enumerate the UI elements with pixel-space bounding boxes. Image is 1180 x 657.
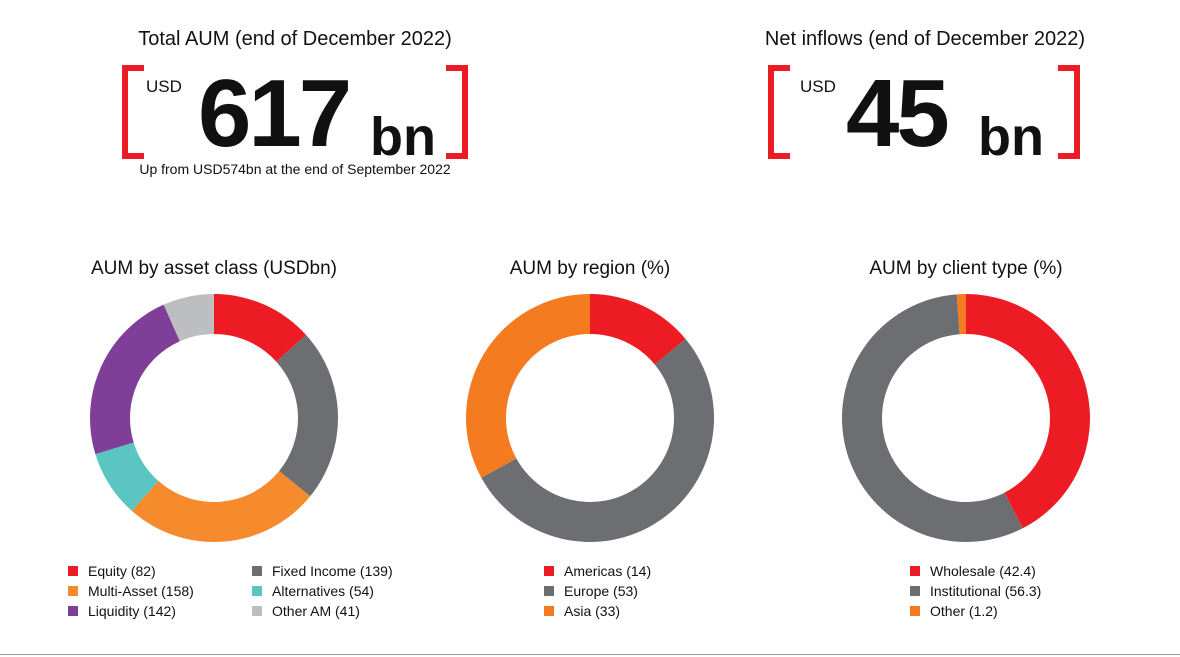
kpi-value: 617	[198, 60, 352, 167]
kpi-unit: bn	[978, 107, 1044, 167]
legend-swatch	[68, 586, 78, 596]
slice-americas	[590, 294, 686, 365]
legend-swatch	[910, 566, 920, 576]
legend-label: Fixed Income (139)	[272, 563, 393, 579]
kpi-total-aum: Total AUM (end of December 2022) USD 617…	[90, 28, 500, 177]
kpi-unit: bn	[370, 107, 436, 167]
slice-institutional	[842, 294, 1023, 542]
slice-wholesale	[966, 294, 1090, 529]
slice-europe	[481, 338, 714, 543]
bracket-right	[446, 65, 468, 159]
legend-label: Other AM (41)	[272, 603, 360, 619]
legend-swatch	[68, 566, 78, 576]
slice-liquidity	[89, 304, 180, 455]
legend-label: Multi-Asset (158)	[88, 583, 194, 599]
slice-equity	[214, 294, 307, 362]
chart-title: AUM by client type (%)	[869, 258, 1063, 279]
legend-item: Multi-Asset (158)	[68, 581, 194, 601]
bracket-left	[122, 65, 144, 159]
legend-label: Equity (82)	[88, 563, 156, 579]
slice-other	[956, 294, 966, 335]
legend-label: Wholesale (42.4)	[930, 563, 1036, 579]
legend-item: Europe (53)	[544, 581, 638, 601]
legend-swatch	[544, 586, 554, 596]
slice-multi-asset	[131, 471, 311, 542]
legend-item: Alternatives (54)	[252, 581, 374, 601]
legend-swatch	[544, 566, 554, 576]
slice-asia	[466, 294, 590, 478]
legend-swatch	[910, 586, 920, 596]
donut-chart	[89, 294, 338, 542]
legend-swatch	[68, 606, 78, 616]
slice-other-am	[163, 294, 214, 342]
legend-label: Asia (33)	[564, 603, 621, 619]
legend-label: Alternatives (54)	[272, 583, 374, 599]
legend-item: Wholesale (42.4)	[910, 561, 1036, 581]
legend-item: Equity (82)	[68, 561, 156, 581]
legend-label: Other (1.2)	[930, 603, 998, 619]
legend-label: Europe (53)	[564, 583, 638, 599]
bracket-left	[768, 65, 790, 159]
kpi-net-inflows: Net inflows (end of December 2022) USD 4…	[720, 28, 1130, 169]
legend-item: Liquidity (142)	[68, 601, 176, 621]
legend-label: Liquidity (142)	[88, 603, 176, 619]
legend-swatch	[910, 606, 920, 616]
donut-chart	[842, 294, 1090, 542]
kpi-value: 45	[846, 60, 950, 167]
legend-item: Other AM (41)	[252, 601, 360, 621]
legend-swatch	[252, 586, 262, 596]
legend-label: Institutional (56.3)	[930, 583, 1042, 599]
legend-item: Asia (33)	[544, 601, 620, 621]
legend-swatch	[252, 566, 262, 576]
chart-title: AUM by region (%)	[509, 258, 671, 279]
legend-item: Other (1.2)	[910, 601, 998, 621]
donut-chart	[466, 294, 714, 543]
chart-title: AUM by asset class (USDbn)	[90, 258, 337, 279]
legend-swatch	[544, 606, 554, 616]
kpi-note: Up from USD574bn at the end of September…	[139, 161, 451, 177]
legend-item: Fixed Income (139)	[252, 561, 393, 581]
currency: USD	[800, 77, 836, 96]
footer-divider	[0, 654, 1180, 655]
kpi-title: Net inflows (end of December 2022)	[764, 28, 1086, 50]
legend-label: Americas (14)	[564, 563, 652, 579]
slice-fixed-income	[276, 334, 338, 497]
bracket-right	[1058, 65, 1080, 159]
legend-item: Americas (14)	[544, 561, 651, 581]
slice-alternatives	[95, 442, 159, 511]
legend-swatch	[252, 606, 262, 616]
legend-item: Institutional (56.3)	[910, 581, 1041, 601]
kpi-title: Total AUM (end of December 2022)	[138, 28, 452, 50]
currency: USD	[146, 77, 182, 96]
